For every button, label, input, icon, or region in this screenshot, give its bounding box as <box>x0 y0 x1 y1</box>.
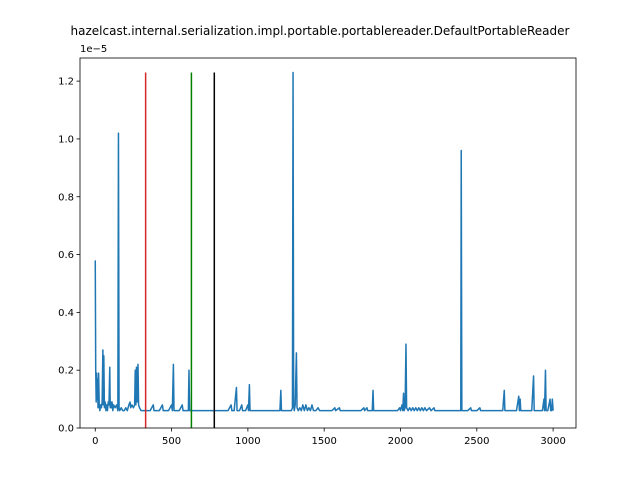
x-tick-label: 2000 <box>388 436 413 447</box>
x-tick-label: 500 <box>162 436 181 447</box>
x-tick-label: 2500 <box>464 436 489 447</box>
y-tick-label: 0.0 <box>58 424 74 435</box>
x-tick-label: 1000 <box>235 436 260 447</box>
y-tick-label: 1.0 <box>58 134 74 145</box>
axes-frame <box>79 57 577 429</box>
x-tick-label: 1500 <box>311 436 336 447</box>
y-offset-label: 1e−5 <box>80 44 107 55</box>
y-tick-label: 0.4 <box>58 308 74 319</box>
chart-title: hazelcast.internal.serialization.impl.po… <box>71 24 570 38</box>
y-tick-label: 0.2 <box>58 366 74 377</box>
y-tick-label: 0.6 <box>58 250 74 261</box>
x-axis: 0 500 1000 1500 2000 2500 3000 <box>92 428 566 447</box>
y-tick-label: 1.2 <box>58 77 74 88</box>
series-line-0 <box>94 71 554 412</box>
y-tick-label: 0.8 <box>58 192 74 203</box>
x-tick-label: 3000 <box>540 436 565 447</box>
plot-area <box>94 71 554 428</box>
y-axis: 0.0 0.2 0.4 0.6 0.8 1.0 1.2 <box>58 77 80 435</box>
x-tick-label: 0 <box>92 436 98 447</box>
